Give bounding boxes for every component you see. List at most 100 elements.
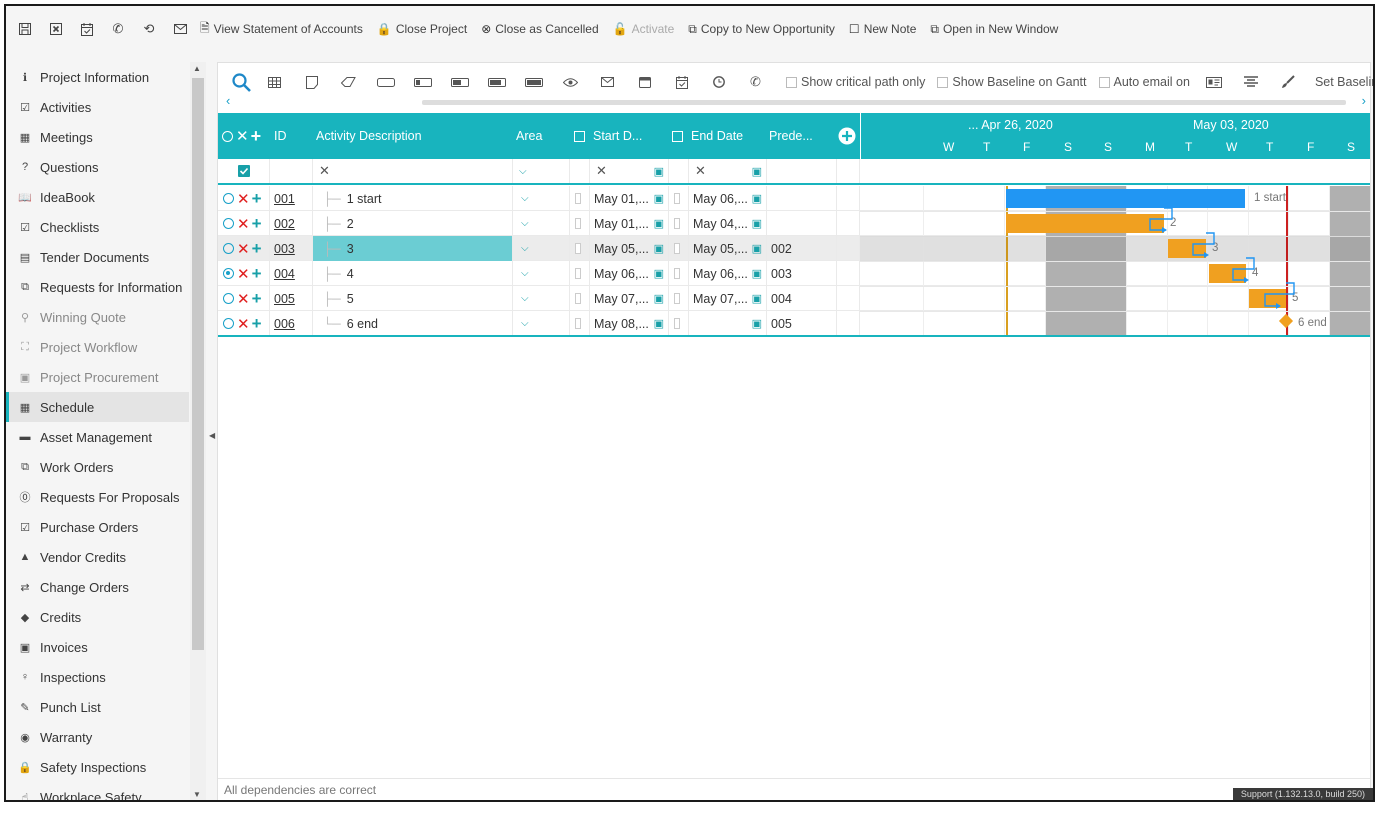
id-cell[interactable]: 003	[270, 236, 313, 261]
add-row-icon[interactable]: +	[250, 125, 262, 146]
sidebar-scrollbar[interactable]: ▲ ▼	[190, 62, 206, 800]
copy-to-new-opportunity-button[interactable]: ⧉ Copy to New Opportunity	[688, 21, 835, 37]
id-column-header[interactable]: ID	[274, 129, 287, 143]
gantt-bar[interactable]	[1006, 214, 1164, 233]
delete-row-icon[interactable]: ✕	[237, 190, 250, 208]
end-date-cell[interactable]: May 07,... ▣	[689, 286, 767, 311]
description-cell[interactable]: ├─ 4	[313, 261, 513, 286]
area-cell[interactable]: ⌵	[513, 236, 570, 261]
activity-id-link[interactable]: 001	[274, 191, 295, 206]
clear-filter-icon[interactable]: ✕	[695, 163, 706, 178]
table-row[interactable]: ✕ + 005 ├─ 5 ⌵ May 07,... ▣ May 07,... ▣…	[218, 286, 1370, 311]
sidebar-item-safety-inspections[interactable]: 🔒 Safety Inspections	[6, 752, 189, 782]
predecessors-cell[interactable]: 004	[767, 286, 837, 311]
window-icon[interactable]	[626, 76, 663, 88]
calendar-icon[interactable]: ▣	[751, 165, 762, 178]
sidebar-item-purchase-orders[interactable]: ☑ Purchase Orders	[6, 512, 189, 542]
filter-end-cell[interactable]: ✕ ▣	[689, 159, 767, 183]
id-cell[interactable]: 002	[270, 211, 313, 236]
scroll-track[interactable]	[422, 100, 1346, 105]
add-row-icon[interactable]: +	[251, 263, 262, 283]
delete-all-icon[interactable]: ✕	[236, 128, 249, 145]
rect-icon[interactable]	[367, 77, 404, 87]
end-checkbox[interactable]	[674, 268, 680, 279]
description-cell[interactable]: ├─ 5	[313, 286, 513, 311]
chevron-down-icon[interactable]: ⌵	[521, 293, 529, 304]
end-checkbox[interactable]	[674, 218, 680, 229]
description-cell[interactable]: ├─ 1 start	[313, 186, 513, 211]
eraser-icon[interactable]	[330, 77, 367, 87]
sidebar-item-project-procurement[interactable]: ▣ Project Procurement	[6, 362, 189, 392]
close-box-icon[interactable]	[45, 18, 67, 40]
sidebar-item-requests-for-proposals[interactable]: ⓪ Requests For Proposals	[6, 482, 189, 512]
set-baseline-button[interactable]: Set Baseline	[1314, 75, 1373, 89]
delete-row-icon[interactable]: ✕	[237, 290, 250, 308]
area-cell[interactable]: ⌵	[513, 186, 570, 211]
description-cell[interactable]: └─ 6 end	[313, 311, 513, 336]
start-date-cell[interactable]: May 05,... ▣	[590, 236, 669, 261]
calendar-icon[interactable]: ▣	[653, 268, 664, 280]
collapse-sidebar-icon[interactable]: ◀	[209, 431, 216, 440]
history-icon[interactable]: ⟲	[143, 21, 155, 36]
eye-icon[interactable]	[552, 77, 589, 87]
select-all-checkbox[interactable]	[574, 130, 585, 142]
chevron-down-icon[interactable]: ⌵	[521, 218, 529, 229]
sidebar-item-checklists[interactable]: ☑ Checklists	[6, 212, 189, 242]
id-card-icon[interactable]	[1196, 76, 1233, 88]
calendar-icon[interactable]: ▣	[653, 165, 664, 178]
phone-icon[interactable]: ✆	[112, 21, 124, 36]
predecessors-cell[interactable]: 003	[767, 261, 837, 286]
search-icon[interactable]	[226, 72, 256, 92]
end-checkbox[interactable]	[674, 293, 680, 304]
add-row-icon[interactable]: +	[251, 288, 262, 308]
select-all-end-checkbox[interactable]	[672, 130, 683, 142]
area-cell[interactable]: ⌵	[513, 286, 570, 311]
chevron-down-icon[interactable]: ⌵	[519, 165, 527, 177]
table-row[interactable]: ✕ + 002 ├─ 2 ⌵ May 01,... ▣ May 04,... ▣	[218, 211, 1370, 236]
delete-row-icon[interactable]: ✕	[237, 240, 250, 258]
sidebar-item-punch-list[interactable]: ✎ Punch List	[6, 692, 189, 722]
progress-75-icon[interactable]	[478, 77, 515, 87]
sidebar-item-change-orders[interactable]: ⇄ Change Orders	[6, 572, 189, 602]
start-checkbox[interactable]	[575, 193, 581, 204]
filter-description-cell[interactable]: ✕	[313, 159, 513, 183]
start-date-cell[interactable]: May 01,... ▣	[590, 211, 669, 236]
sidebar-item-workplace-safety[interactable]: ☝ Workplace Safety	[6, 782, 189, 801]
description-cell[interactable]: ├─ 2	[313, 211, 513, 236]
activity-id-link[interactable]: 003	[274, 241, 295, 256]
start-date-cell[interactable]: May 06,... ▣	[590, 261, 669, 286]
close-as-cancelled-button[interactable]: ⊗ Close as Cancelled	[481, 22, 599, 36]
sidebar-item-inspections[interactable]: ♀ Inspections	[6, 662, 189, 692]
calendar-icon[interactable]: ▣	[653, 218, 664, 230]
start-date-cell[interactable]: May 07,... ▣	[590, 286, 669, 311]
sidebar-item-warranty[interactable]: ◉ Warranty	[6, 722, 189, 752]
id-cell[interactable]: 004	[270, 261, 313, 286]
scroll-up-icon[interactable]: ▲	[193, 64, 201, 73]
save-icon[interactable]	[14, 18, 36, 40]
predecessors-cell[interactable]	[767, 211, 837, 236]
sidebar-item-credits[interactable]: ◆ Credits	[6, 602, 189, 632]
sidebar-item-questions[interactable]: ? Questions	[6, 152, 189, 182]
row-radio[interactable]	[223, 193, 234, 204]
add-row-icon[interactable]: +	[251, 238, 262, 258]
activity-id-link[interactable]: 006	[274, 316, 295, 331]
view-statement-button[interactable]: 🗎 View Statement of Accounts	[200, 19, 363, 40]
progress-25-icon[interactable]	[404, 77, 441, 87]
calendar-icon[interactable]: ▣	[653, 293, 664, 305]
chevron-down-icon[interactable]: ⌵	[521, 193, 529, 204]
support-badge[interactable]: Support (1.132.13.0, build 250)	[1232, 788, 1373, 800]
brush-icon[interactable]	[1270, 75, 1307, 89]
start-date-column-header[interactable]: Start D...	[574, 113, 642, 159]
table-row[interactable]: ✕ + 001 ├─ 1 start ⌵ May 01,... ▣ May 06…	[218, 186, 1370, 211]
area-column-header[interactable]: Area	[516, 129, 543, 143]
id-cell[interactable]: 001	[270, 186, 313, 211]
table-row[interactable]: ✕ + 004 ├─ 4 ⌵ May 06,... ▣ May 06,... ▣…	[218, 261, 1370, 286]
open-in-new-window-button[interactable]: ⧉ Open in New Window	[930, 21, 1059, 37]
add-row-icon[interactable]: +	[251, 188, 262, 208]
start-checkbox[interactable]	[575, 218, 581, 229]
end-checkbox[interactable]	[674, 193, 680, 204]
id-cell[interactable]: 006	[270, 311, 313, 336]
scroll-left-icon[interactable]: ‹	[226, 93, 231, 108]
calendar-icon[interactable]: ▣	[751, 193, 762, 205]
end-date-cell[interactable]: ▣	[689, 311, 767, 336]
